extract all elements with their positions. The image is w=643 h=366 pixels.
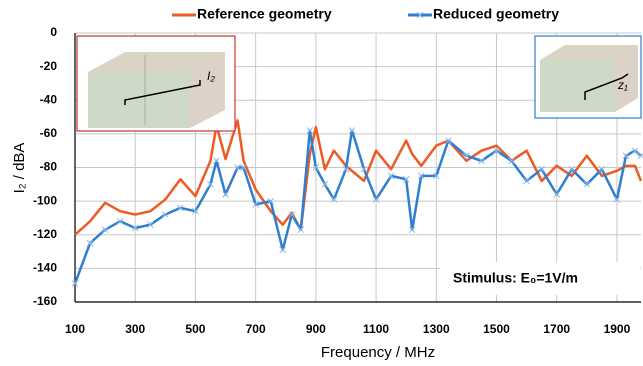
y-tick-label: -100 bbox=[33, 193, 57, 207]
marker bbox=[638, 153, 643, 159]
marker bbox=[524, 178, 530, 184]
inset-right: z₁ bbox=[535, 36, 641, 118]
y-tick-label: -60 bbox=[40, 126, 58, 140]
x-tick-label: 1700 bbox=[543, 322, 570, 336]
inset-box-front bbox=[540, 60, 615, 112]
x-tick-label: 1100 bbox=[363, 322, 389, 336]
inset-box-front bbox=[88, 72, 190, 128]
y-tick-label: 0 bbox=[50, 25, 57, 39]
inset-label: z₁ bbox=[617, 78, 628, 92]
marker bbox=[584, 181, 590, 187]
legend-label: Reduced geometry bbox=[433, 6, 559, 22]
inset-left: I₂ bbox=[77, 36, 235, 131]
legend-label: Reference geometry bbox=[197, 6, 332, 22]
x-tick-label: 900 bbox=[306, 322, 326, 336]
y-tick-label: -40 bbox=[40, 92, 58, 106]
y-tick-label: -160 bbox=[33, 294, 57, 308]
chart: I₂ z₁ Stimulus: E₀=1V/m Frequency / MHz … bbox=[0, 0, 643, 366]
series-line bbox=[75, 131, 641, 284]
x-tick-label: 1500 bbox=[483, 322, 510, 336]
x-tick-label: 700 bbox=[246, 322, 266, 336]
x-axis-label: Frequency / MHz bbox=[321, 344, 435, 361]
x-tick-label: 1300 bbox=[423, 322, 450, 336]
x-tick-label: 300 bbox=[125, 322, 145, 336]
y-tick-label: -120 bbox=[33, 227, 57, 241]
annotation: Stimulus: E₀=1V/m bbox=[453, 270, 578, 286]
y-axis-label: I₂ / dBA bbox=[11, 143, 28, 194]
legend: Reference geometry Reduced geometry bbox=[172, 6, 559, 22]
inset-label: I₂ bbox=[207, 69, 215, 83]
plot-area bbox=[72, 120, 643, 286]
x-tick-label: 100 bbox=[65, 322, 85, 336]
y-tick-label: -140 bbox=[33, 261, 57, 275]
x-tick-label: 500 bbox=[185, 322, 205, 336]
y-tick-label: -20 bbox=[40, 59, 58, 73]
x-tick-label: 1900 bbox=[604, 322, 631, 336]
y-tick-label: -80 bbox=[40, 160, 58, 174]
